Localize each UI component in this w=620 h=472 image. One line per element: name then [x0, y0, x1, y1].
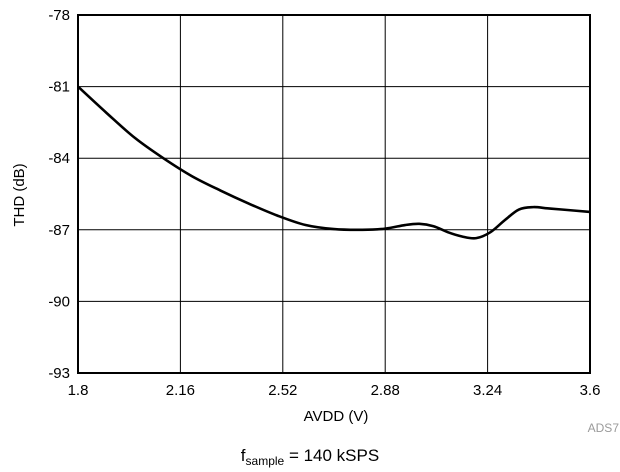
y-tick-label: -81: [48, 79, 70, 96]
y-axis-label: THD (dB): [11, 163, 28, 226]
plot-border: [77, 14, 591, 374]
sample-rate-caption: fsample = 140 kSPS: [0, 446, 620, 468]
y-tick-label: -84: [48, 150, 70, 167]
caption-suffix: = 140 kSPS: [284, 446, 380, 465]
data-series: [77, 85, 591, 240]
x-tick-labels: 1.8 2.16 2.52 2.88 3.24 3.6: [68, 382, 601, 399]
x-tick-label: 3.6: [580, 382, 601, 399]
thd-vs-avdd-chart: 1.8 2.16 2.52 2.88 3.24 3.6 -78 -81 -84 -87 -90 -9…: [11, 7, 620, 435]
x-axis-label: AVDD (V): [304, 408, 369, 425]
x-tick-label: 2.88: [371, 382, 400, 399]
y-tick-label: -90: [48, 293, 70, 310]
caption-prefix: f: [240, 446, 246, 465]
caption-subscript: sample: [245, 454, 285, 468]
grid-lines: [78, 15, 590, 373]
x-tick-label: 2.52: [268, 382, 297, 399]
x-tick-label: 1.8: [68, 382, 89, 399]
figure-code: ADS7: [588, 421, 620, 435]
y-tick-label: -93: [48, 365, 70, 382]
x-tick-label: 2.16: [166, 382, 195, 399]
y-tick-label: -78: [48, 7, 70, 24]
y-tick-label: -87: [48, 222, 70, 239]
y-tick-labels: -78 -81 -84 -87 -90 -93: [48, 7, 70, 382]
thd-series-line: [77, 85, 591, 240]
x-tick-label: 3.24: [473, 382, 502, 399]
plot-frame: [77, 14, 591, 374]
